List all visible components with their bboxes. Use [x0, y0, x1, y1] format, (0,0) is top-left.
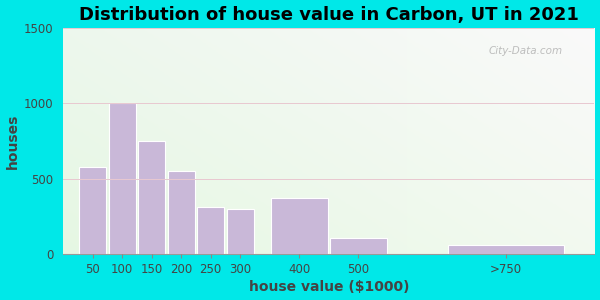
Bar [197, 208, 224, 254]
Bar [109, 103, 136, 254]
Bar [167, 171, 195, 254]
Y-axis label: houses: houses [5, 113, 20, 169]
Bar [330, 238, 386, 254]
Bar [227, 209, 254, 254]
Text: City-Data.com: City-Data.com [488, 46, 562, 56]
Bar [138, 141, 165, 254]
Bar [448, 245, 564, 254]
X-axis label: house value ($1000): house value ($1000) [248, 280, 409, 294]
Bar [271, 198, 328, 254]
Bar [79, 167, 106, 254]
Title: Distribution of house value in Carbon, UT in 2021: Distribution of house value in Carbon, U… [79, 6, 578, 24]
